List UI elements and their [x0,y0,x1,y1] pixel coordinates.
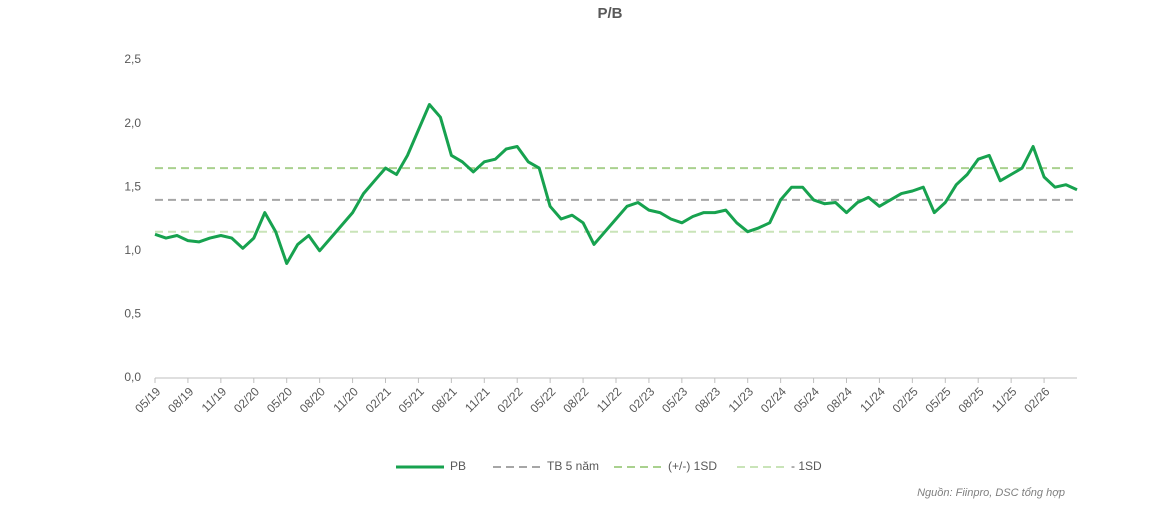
x-tick-label: 05/21 [396,384,427,415]
x-tick-label: 11/25 [989,384,1020,415]
y-tick-label: 1,5 [124,179,141,193]
x-tick-label: 08/20 [297,384,328,415]
x-tick-label: 11/19 [199,384,230,415]
x-tick-label: 05/25 [923,384,954,415]
y-tick-label: 1,0 [124,243,141,257]
x-tick-label: 08/21 [429,384,460,415]
legend-label: TB 5 năm [547,459,599,473]
x-tick-label: 08/22 [560,384,591,415]
x-tick-label: 02/24 [758,384,789,415]
x-tick-label: 11/21 [462,384,493,415]
legend-label: (+/-) 1SD [668,459,717,473]
x-tick-label: 02/20 [231,384,262,415]
y-tick-label: 0,5 [124,307,141,321]
x-tick-label: 08/23 [692,384,723,415]
x-tick-label: 05/22 [527,384,558,415]
x-tick-label: 11/22 [594,384,625,415]
x-tick-label: 11/20 [330,384,361,415]
x-tick-label: 05/20 [264,384,295,415]
x-tick-label: 02/22 [494,384,525,415]
legend-label: PB [450,459,466,473]
x-tick-label: 08/25 [955,384,986,415]
x-tick-label: 11/24 [857,384,888,415]
x-tick-label: 02/25 [890,384,921,415]
x-tick-label: 08/24 [824,384,855,415]
x-tick-label: 05/23 [659,384,690,415]
source-note: Nguồn: Fiinpro, DSC tổng hợp [917,487,1065,499]
x-tick-label: 02/23 [626,384,657,415]
x-tick-label: 08/19 [165,384,196,415]
y-tick-label: 2,0 [124,116,141,130]
chart-title: P/B [597,5,622,22]
x-tick-label: 05/19 [132,384,163,415]
y-tick-label: 2,5 [124,52,141,66]
x-tick-label: 02/21 [363,384,394,415]
x-tick-label: 02/26 [1021,384,1052,415]
x-tick-label: 11/23 [726,384,757,415]
x-tick-label: 05/24 [791,384,822,415]
legend-label: - 1SD [791,459,822,473]
y-tick-label: 0,0 [124,370,141,384]
pb-line [154,103,1078,265]
